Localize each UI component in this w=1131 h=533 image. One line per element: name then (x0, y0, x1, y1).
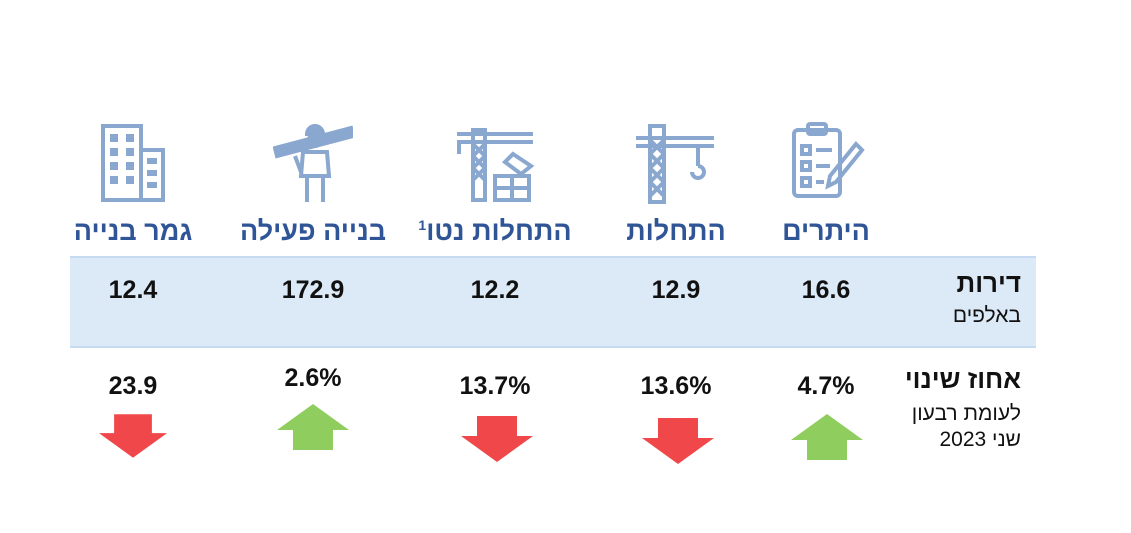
building-icon (101, 124, 165, 202)
change-net-starts: 13.7% (459, 372, 531, 400)
value-permits: 16.6 (801, 276, 851, 304)
units-row-band (70, 256, 1036, 348)
change-starts: 13.6% (640, 372, 712, 400)
value-completed: 12.4 (108, 276, 158, 304)
crane-construction-icon (457, 128, 535, 202)
change-row-label: אחוז שינוי לעומת רבעון שני 2023 (905, 364, 1021, 453)
tower-crane-icon (636, 124, 714, 204)
footnote-marker: 1 (418, 217, 427, 233)
header-net-starts: התחלות נטו1 (410, 216, 580, 247)
construction-worker-icon (273, 124, 353, 202)
header-net-starts-text: התחלות נטו (426, 216, 572, 246)
change-sublabel-line2: שני 2023 (939, 428, 1021, 451)
change-completed: 23.9 (108, 372, 158, 400)
up-arrow-icon (277, 404, 349, 450)
units-label: דירות (956, 268, 1021, 298)
change-label: אחוז שינוי (904, 364, 1021, 394)
value-active: 172.9 (281, 276, 345, 304)
change-permits: 4.7% (797, 372, 855, 400)
down-arrow-icon (99, 414, 167, 458)
value-net-starts: 12.2 (470, 276, 520, 304)
header-permits: היתרים (782, 216, 870, 246)
clipboard-checklist-icon (792, 122, 865, 198)
value-starts: 12.9 (651, 276, 701, 304)
change-active: 2.6% (284, 364, 342, 392)
header-completed: גמר בנייה (73, 216, 193, 246)
up-arrow-icon (791, 414, 863, 460)
down-arrow-icon (642, 418, 714, 464)
header-starts: התחלות (626, 216, 726, 246)
header-active: בנייה פעילה (239, 216, 386, 246)
change-sublabel-line1: לעומת רבעון (911, 402, 1021, 425)
units-row-label: דירות באלפים (953, 268, 1021, 329)
units-sublabel: באלפים (952, 304, 1021, 327)
down-arrow-icon (461, 416, 533, 462)
